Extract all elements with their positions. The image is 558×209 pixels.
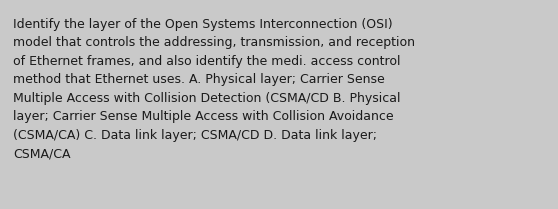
Text: Identify the layer of the Open Systems Interconnection (OSI)
model that controls: Identify the layer of the Open Systems I…	[13, 18, 415, 161]
